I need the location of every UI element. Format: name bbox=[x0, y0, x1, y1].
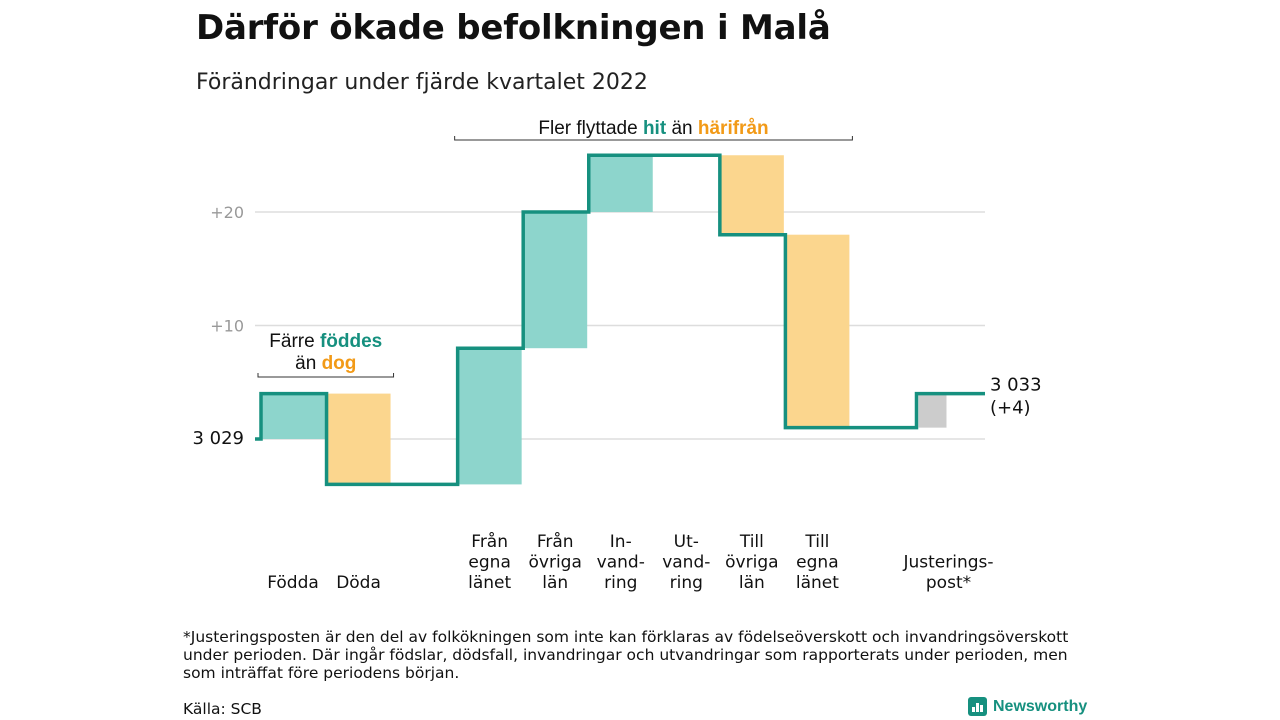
annotation-text: Färre föddes bbox=[269, 331, 382, 352]
cumulative-step-line bbox=[255, 153, 985, 487]
waterfall-bar bbox=[588, 155, 653, 212]
category-label: Från bbox=[537, 531, 574, 552]
footnote: *Justeringsposten är den del av folkökni… bbox=[183, 628, 1069, 682]
category-label: länet bbox=[796, 573, 839, 593]
waterfall-bar bbox=[523, 212, 588, 349]
category-label: Ut- bbox=[674, 532, 699, 552]
chart-subtitle: Förändringar under fjärde kvartalet 2022 bbox=[196, 70, 648, 95]
category-label: Födda bbox=[267, 573, 319, 593]
annotation-bracket bbox=[257, 373, 395, 378]
y-tick-label: +20 bbox=[210, 203, 244, 222]
category-label: Justerings- bbox=[902, 553, 993, 573]
waterfall-bar bbox=[326, 393, 391, 485]
category-label: vand- bbox=[597, 553, 645, 573]
category-label: vand- bbox=[662, 553, 710, 573]
category-label: ring bbox=[604, 573, 637, 593]
source-note: Källa: SCB bbox=[183, 700, 262, 718]
category-label: övriga bbox=[529, 553, 582, 573]
chart-title: Därför ökade befolkningen i Malå bbox=[196, 8, 831, 48]
category-label: post* bbox=[926, 573, 971, 593]
category-label: övriga bbox=[725, 553, 778, 573]
category-label: Från bbox=[471, 531, 508, 552]
category-label: Till bbox=[804, 532, 829, 552]
category-label: egna bbox=[796, 553, 838, 573]
annotation-bracket bbox=[454, 136, 853, 141]
end-value-label: 3 033 bbox=[990, 375, 1042, 396]
category-label: länet bbox=[468, 573, 511, 593]
waterfall-bar bbox=[785, 234, 850, 428]
brand: Newsworthy bbox=[968, 697, 1087, 716]
waterfall-bar bbox=[261, 393, 325, 439]
y-tick-label: +10 bbox=[210, 317, 244, 336]
category-label: län bbox=[542, 573, 568, 593]
end-change-label: (+4) bbox=[990, 398, 1031, 419]
category-label: Döda bbox=[336, 573, 381, 593]
category-label: Till bbox=[739, 532, 764, 552]
newsworthy-logo-icon bbox=[968, 697, 987, 716]
category-label: ring bbox=[670, 573, 703, 593]
waterfall-bar bbox=[918, 393, 947, 428]
annotation-text: än dog bbox=[295, 353, 356, 374]
category-label: län bbox=[739, 573, 765, 593]
annotation-text: Fler flyttade hit än härifrån bbox=[538, 118, 768, 139]
brand-name: Newsworthy bbox=[993, 697, 1088, 715]
waterfall-bar bbox=[719, 155, 784, 235]
category-label: In- bbox=[610, 532, 632, 552]
category-label: egna bbox=[468, 553, 510, 573]
waterfall-bar bbox=[457, 348, 522, 485]
start-value-label: 3 029 bbox=[192, 428, 244, 449]
